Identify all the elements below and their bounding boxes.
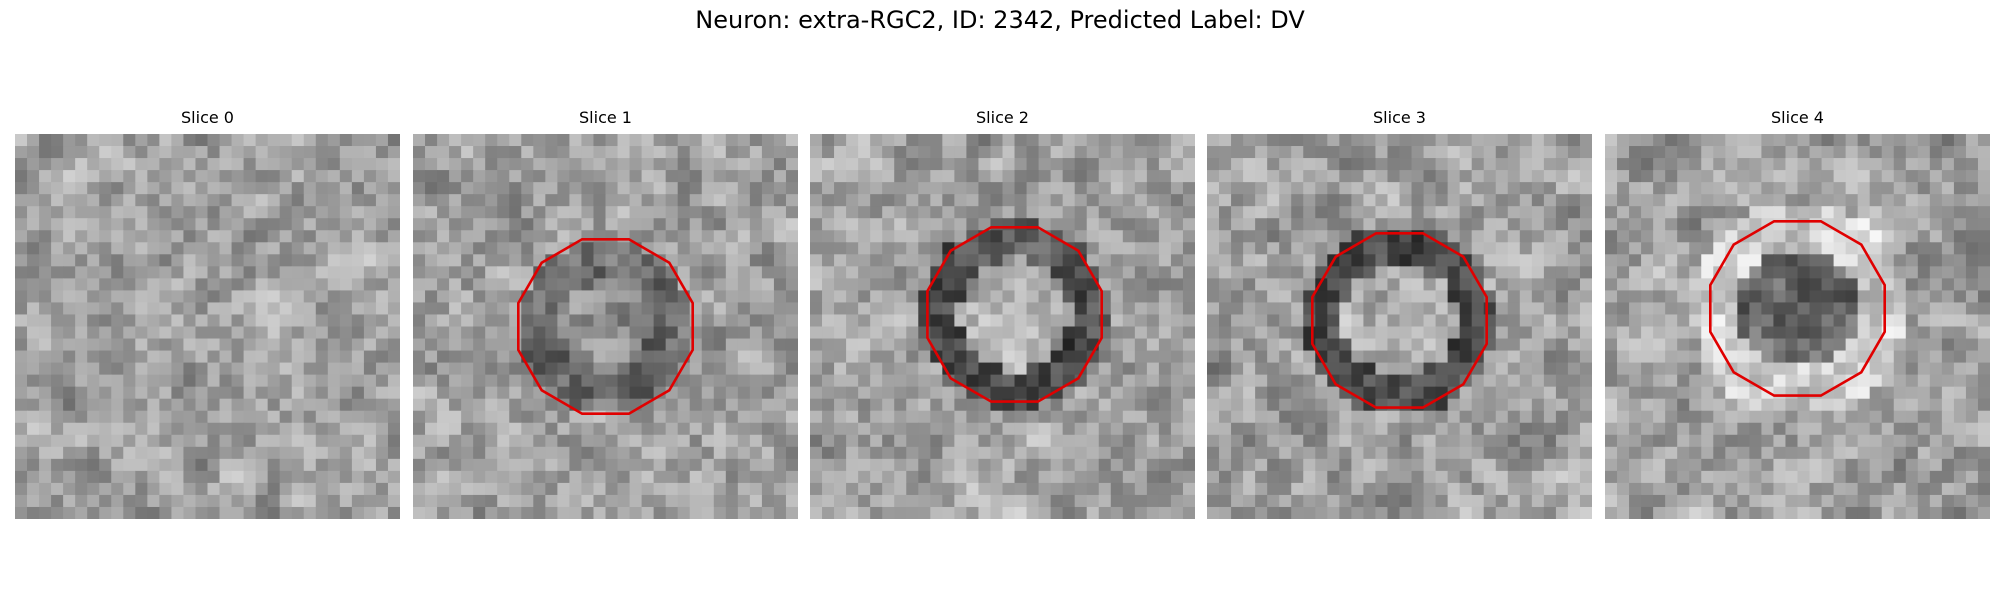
panel-title: Slice 1 bbox=[413, 108, 798, 127]
panel-slice-1: Slice 1 bbox=[413, 108, 798, 520]
panel-title: Slice 3 bbox=[1207, 108, 1592, 127]
panel-title: Slice 4 bbox=[1605, 108, 1990, 127]
pixel-grid bbox=[413, 134, 798, 519]
figure-title: Neuron: extra-RGC2, ID: 2342, Predicted … bbox=[0, 6, 2000, 34]
panel-slice-4: Slice 4 bbox=[1605, 108, 1990, 520]
pixel-grid bbox=[15, 134, 400, 519]
slice-image bbox=[413, 134, 798, 519]
panel-slice-0: Slice 0 bbox=[15, 108, 400, 520]
panel-title: Slice 2 bbox=[810, 108, 1195, 127]
slice-image bbox=[810, 134, 1195, 519]
panel-slice-3: Slice 3 bbox=[1207, 108, 1592, 520]
panel-title: Slice 0 bbox=[15, 108, 400, 127]
pixel-grid bbox=[1605, 134, 1990, 519]
panel-slice-2: Slice 2 bbox=[810, 108, 1195, 520]
slice-image bbox=[1207, 134, 1592, 519]
slice-image bbox=[15, 134, 400, 519]
slice-image bbox=[1605, 134, 1990, 519]
pixel-grid bbox=[810, 134, 1195, 519]
pixel-grid bbox=[1207, 134, 1592, 519]
